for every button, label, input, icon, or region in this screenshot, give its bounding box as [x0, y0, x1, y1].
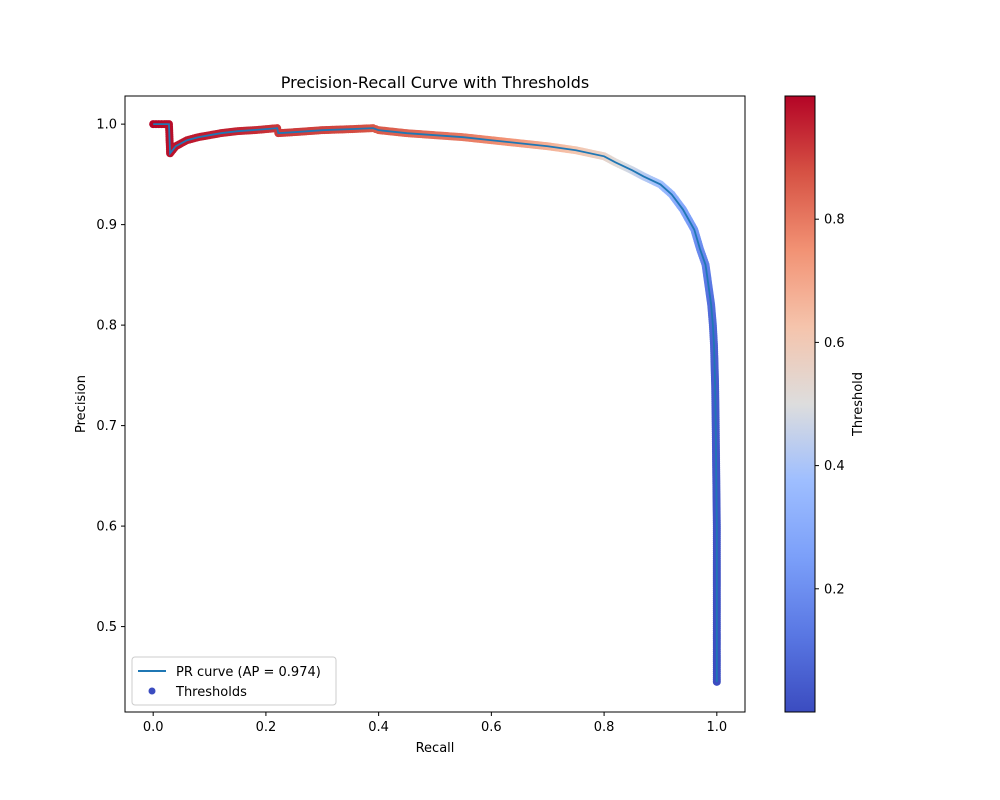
legend: PR curve (AP = 0.974) Thresholds — [131, 656, 337, 706]
pr-curve-line — [153, 123, 718, 682]
x-tick-label: 0.2 — [256, 720, 277, 735]
y-tick-label: 0.6 — [96, 520, 117, 535]
y-tick-label: 0.8 — [96, 319, 117, 334]
threshold-scatter — [149, 120, 721, 686]
colorbar-tick-label: 0.4 — [824, 459, 845, 474]
colorbar-tick-label: 0.2 — [824, 582, 845, 597]
y-tick-label: 0.9 — [96, 218, 117, 233]
x-tick-label: 0.6 — [481, 720, 502, 735]
legend-label-thresholds: Thresholds — [175, 685, 247, 700]
y-tick-label: 0.5 — [96, 620, 117, 635]
legend-box — [131, 656, 337, 706]
colorbar-tick-label: 0.8 — [824, 213, 845, 228]
y-axis-ticks: 0.5 0.6 0.7 0.8 0.9 1.0 — [96, 118, 125, 635]
colorbar-label: Threshold — [851, 372, 866, 437]
y-tick-label: 1.0 — [96, 118, 117, 133]
chart-title: Precision-Recall Curve with Thresholds — [281, 73, 590, 92]
colorbar-tick-label: 0.6 — [824, 336, 845, 351]
y-tick-label: 0.7 — [96, 419, 117, 434]
plot-area: 0.0 0.2 0.4 0.6 0.8 1.0 0.5 0.6 0.7 0.8 0.9 1.0 — [96, 95, 746, 735]
colorbar-gradient — [784, 95, 816, 713]
colorbar-ticks: 0.2 0.4 0.6 0.8 — [815, 213, 845, 597]
x-tick-label: 0.8 — [594, 720, 615, 735]
x-tick-label: 0.4 — [368, 720, 389, 735]
x-tick-label: 0.0 — [143, 720, 164, 735]
y-axis-label: Precision — [74, 375, 89, 433]
legend-marker-swatch — [148, 687, 156, 695]
colorbar: 0.2 0.4 0.6 0.8 Threshold — [784, 95, 866, 713]
plot-frame — [124, 95, 746, 713]
x-axis-label: Recall — [416, 741, 455, 756]
legend-label-pr-curve: PR curve (AP = 0.974) — [176, 665, 321, 680]
x-tick-label: 1.0 — [706, 720, 727, 735]
x-axis-ticks: 0.0 0.2 0.4 0.6 0.8 1.0 — [143, 712, 727, 735]
